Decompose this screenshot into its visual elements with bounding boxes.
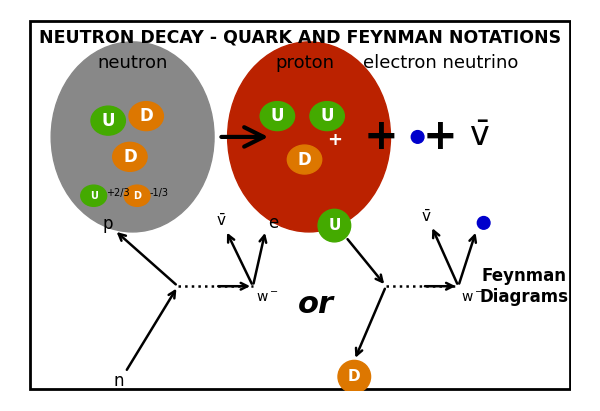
Text: Feynman
Diagrams: Feynman Diagrams [480,267,569,306]
Text: $\bar{\rm v}$: $\bar{\rm v}$ [216,213,227,229]
Circle shape [411,131,424,143]
Text: U: U [328,218,341,233]
Text: D: D [298,150,311,169]
Text: n: n [114,372,124,390]
FancyBboxPatch shape [31,21,569,389]
Text: e: e [268,214,278,232]
Text: +2/3: +2/3 [106,188,130,198]
Ellipse shape [310,102,344,131]
Text: or: or [298,290,334,319]
Text: U: U [101,112,115,129]
Text: neutron: neutron [97,54,168,72]
Ellipse shape [113,142,147,171]
Ellipse shape [91,106,125,135]
Text: D: D [123,148,137,166]
Text: D: D [348,369,361,384]
Ellipse shape [227,42,391,232]
Circle shape [318,209,350,242]
Text: U: U [320,107,334,125]
Text: $\bar{\rm v}$: $\bar{\rm v}$ [421,208,432,224]
Text: NEUTRON DECAY - QUARK AND FEYNMAN NOTATIONS: NEUTRON DECAY - QUARK AND FEYNMAN NOTATI… [39,28,561,46]
Ellipse shape [129,102,163,131]
Text: D: D [133,191,141,201]
Text: proton: proton [275,54,334,72]
Text: w$^-$: w$^-$ [461,291,484,305]
Text: U: U [90,191,98,201]
Ellipse shape [287,145,322,174]
Text: w$^-$: w$^-$ [256,291,278,305]
Circle shape [478,217,490,229]
Text: p: p [102,215,113,233]
Ellipse shape [81,185,107,206]
Circle shape [338,360,371,393]
Text: electron neutrino: electron neutrino [362,54,518,72]
Ellipse shape [260,102,295,131]
Text: +: + [327,131,342,149]
Ellipse shape [124,185,150,206]
Text: D: D [139,107,153,125]
Text: $\bar{\rm v}$: $\bar{\rm v}$ [469,120,490,153]
Text: +: + [423,116,458,158]
Ellipse shape [51,42,214,232]
Text: +: + [364,116,399,158]
Text: -1/3: -1/3 [150,188,169,198]
Text: U: U [271,107,284,125]
